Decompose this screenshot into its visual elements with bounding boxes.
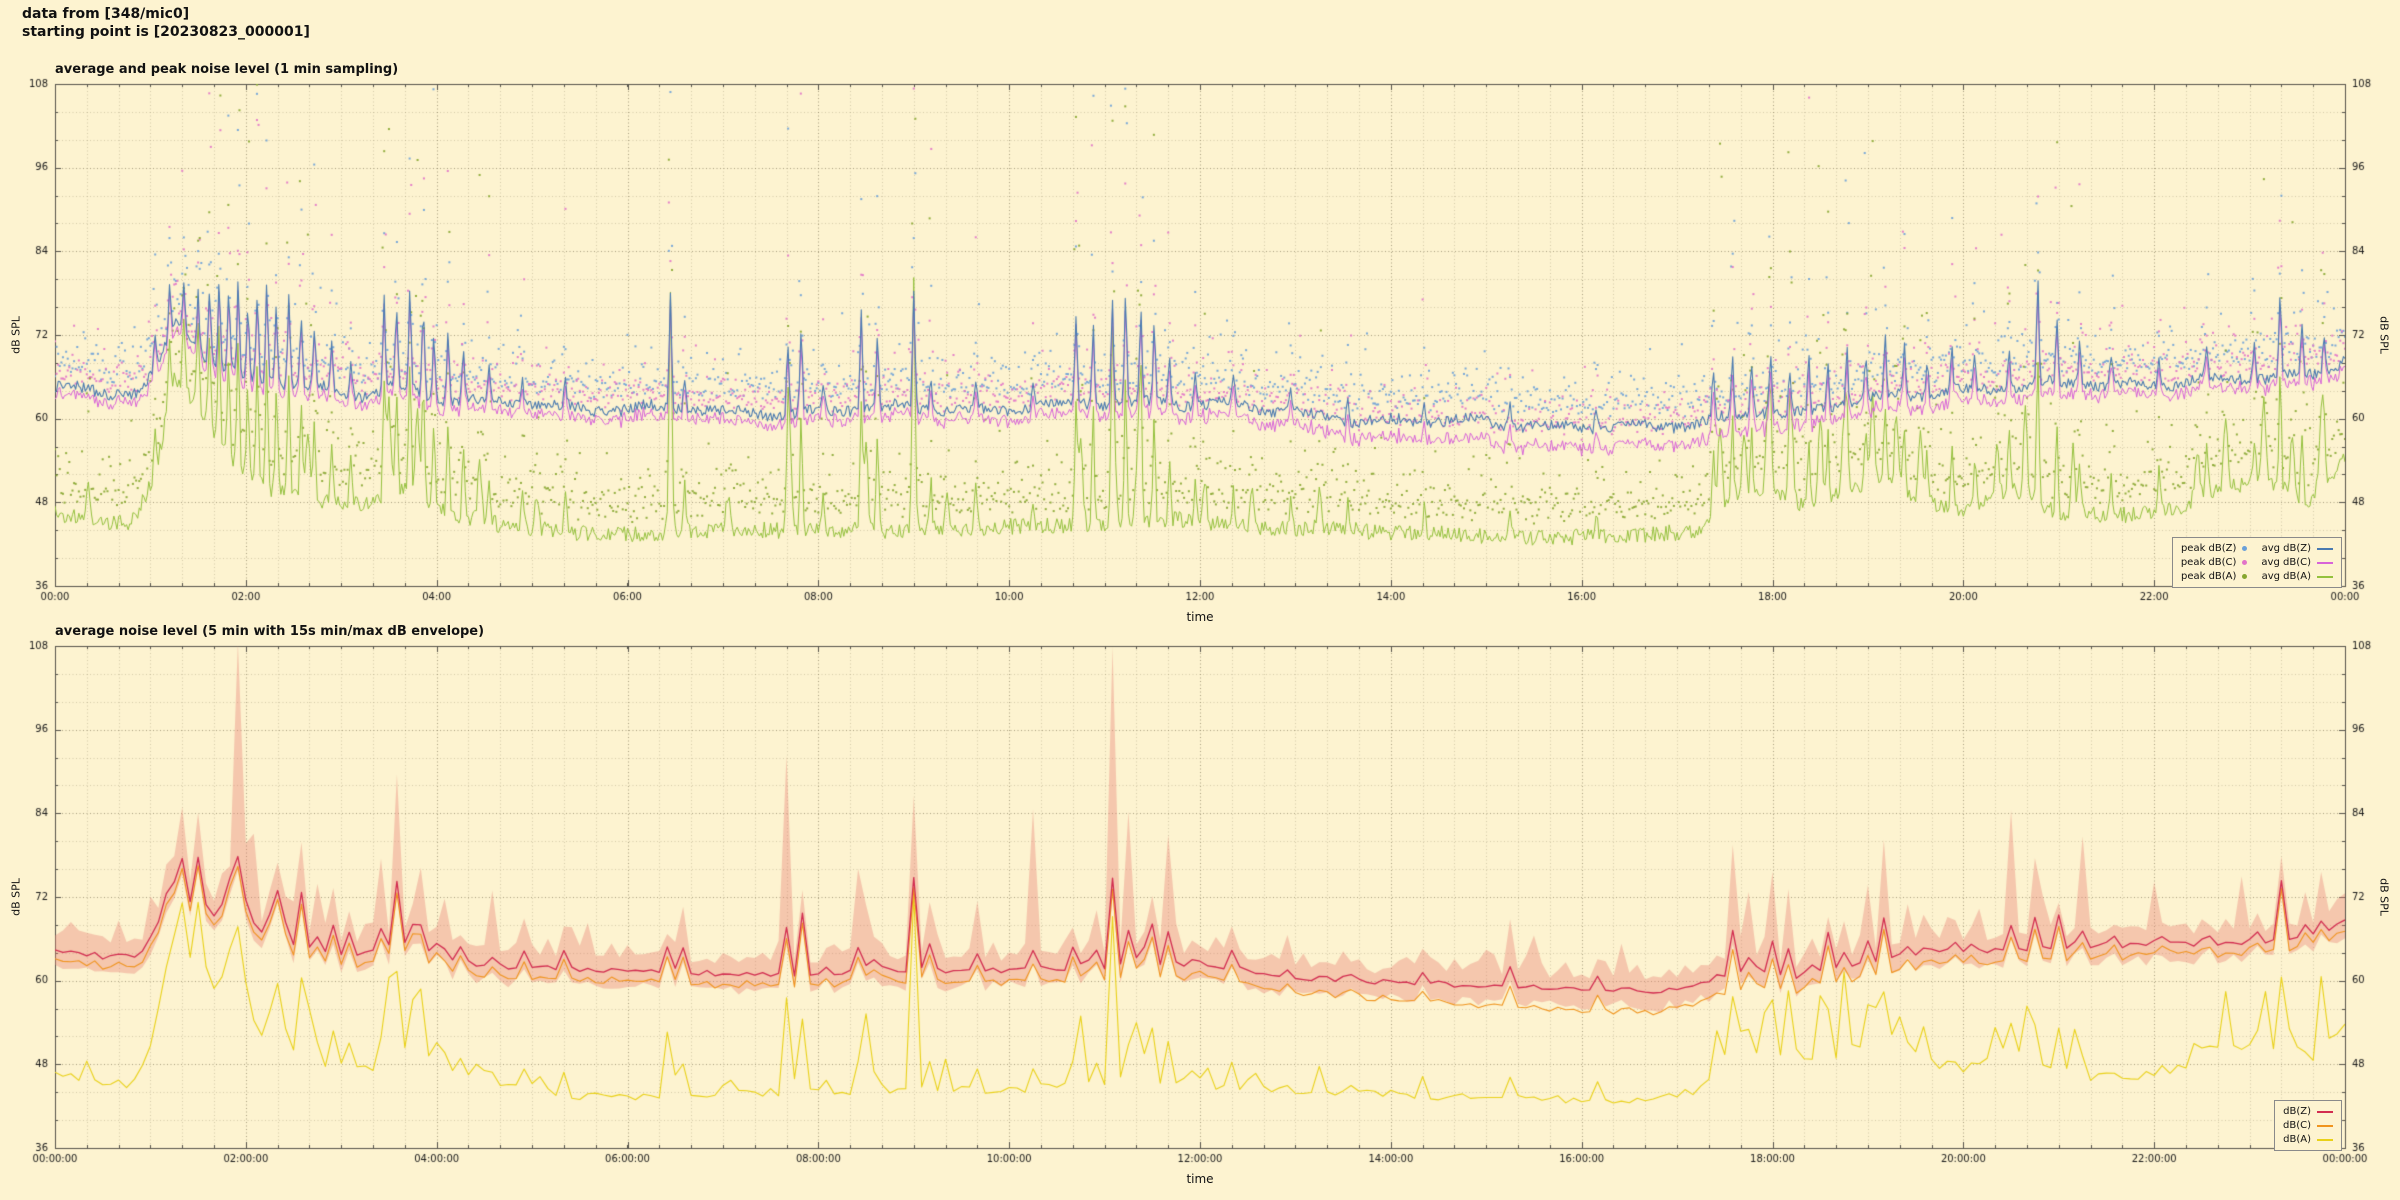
legend-item-peak-dba: peak dB(A) — [2181, 570, 2248, 583]
chart2-x-axis-label: time — [1186, 1172, 1214, 1186]
legend-item-dbc: dB(C) — [2283, 1119, 2333, 1132]
dba-line-icon — [2317, 1138, 2333, 1141]
legend-label: avg dB(C) — [2261, 557, 2311, 568]
chart1-legend: peak dB(Z) peak dB(C) peak dB(A) avg dB(… — [2171, 537, 2342, 588]
legend-label: dB(C) — [2283, 1120, 2311, 1131]
legend-item-avg-dbz: avg dB(Z) — [2261, 542, 2333, 555]
legend-item-avg-dba: avg dB(A) — [2261, 570, 2333, 583]
chart1-title: average and peak noise level (1 min samp… — [55, 62, 399, 77]
dbc-line-icon — [2317, 1124, 2333, 1127]
chart2-y-axis-label-right: dB SPL — [2377, 878, 2391, 916]
chart2-title: average noise level (5 min with 15s min/… — [55, 624, 485, 639]
avg-dba-line-icon — [2317, 575, 2333, 578]
chart2-y-axis-label-left: dB SPL — [9, 878, 23, 916]
avg-dbz-line-icon — [2317, 547, 2333, 550]
legend-label: dB(Z) — [2283, 1106, 2311, 1117]
legend-label: avg dB(A) — [2261, 571, 2311, 582]
chart1-y-axis-label-right: dB SPL — [2377, 316, 2391, 354]
legend-item-peak-dbz: peak dB(Z) — [2181, 542, 2248, 555]
chart2-legend: dB(Z) dB(C) dB(A) — [2274, 1100, 2342, 1151]
dbz-line-icon — [2317, 1110, 2333, 1113]
legend-item-dba: dB(A) — [2283, 1133, 2333, 1146]
avg-dbc-line-icon — [2317, 561, 2333, 564]
legend-item-dbz: dB(Z) — [2283, 1105, 2333, 1118]
legend-label: peak dB(Z) — [2180, 543, 2237, 554]
legend-label: avg dB(Z) — [2261, 543, 2311, 554]
legend-label: peak dB(C) — [2180, 557, 2237, 568]
peak-dbz-marker-icon — [2242, 546, 2248, 551]
chart1-x-axis-label: time — [1186, 610, 1214, 624]
header-line-1: data from [348/mic0] — [22, 6, 190, 22]
header-line-2: starting point is [20230823_000001] — [22, 24, 310, 40]
legend-item-peak-dbc: peak dB(C) — [2181, 556, 2248, 569]
legend-label: peak dB(A) — [2180, 571, 2237, 582]
legend-label: dB(A) — [2283, 1134, 2311, 1145]
peak-dbc-marker-icon — [2242, 560, 2248, 565]
chart1-y-axis-label-left: dB SPL — [9, 316, 23, 354]
legend-item-avg-dbc: avg dB(C) — [2261, 556, 2333, 569]
peak-dba-marker-icon — [2242, 574, 2248, 579]
